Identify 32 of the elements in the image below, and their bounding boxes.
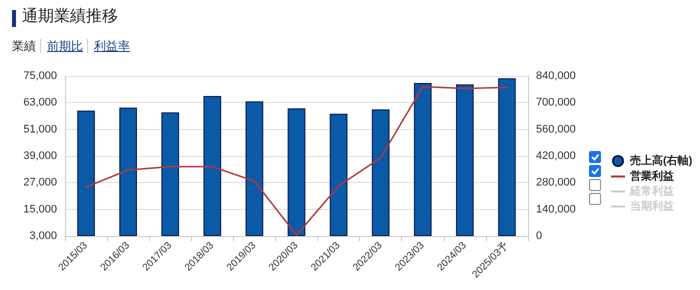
y-tick-label: 63,000 [23,96,57,109]
bar [246,101,264,236]
bar [498,78,516,236]
y2-tick-label: 140,000 [536,203,576,216]
y2-tick-label: 280,000 [536,176,576,189]
text: 前期比 [40,39,83,53]
text: 利益率 [87,39,130,53]
y-tick-label: 75,000 [23,70,57,82]
bar [372,109,390,236]
bar [161,112,180,236]
line-series [85,86,508,236]
bar [456,84,474,236]
bar [203,96,222,236]
legend-label: 売上高(右軸) [630,154,693,167]
y-tick-label: 51,000 [23,123,57,136]
y-tick-label: 27,000 [23,176,57,189]
y-tick-label: 3,000 [29,230,57,242]
y-tick-label: 15,000 [23,203,57,216]
text: 業績 [12,39,36,53]
y2-tick-label: 700,000 [536,96,576,109]
y-tick-label: 39,000 [23,150,57,162]
bar [77,110,95,236]
chart-title: 通期業績推移 [22,6,118,27]
y2-tick-label: 840,000 [536,70,576,82]
bar [119,108,137,236]
bar [414,83,432,236]
bar [288,108,306,236]
y2-tick-label: 560,000 [536,123,576,136]
bar [330,114,348,236]
y2-tick-label: 420,000 [536,150,576,162]
legend-label: 営業利益 [630,170,674,182]
y2-tick-label: 0 [536,230,542,242]
